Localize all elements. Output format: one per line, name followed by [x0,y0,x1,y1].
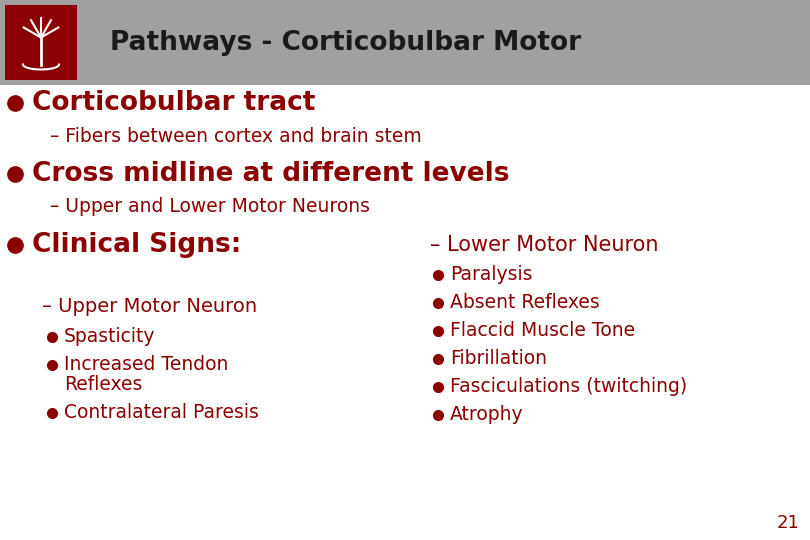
Text: Atrophy: Atrophy [450,406,523,424]
FancyBboxPatch shape [5,5,77,80]
Text: – Upper and Lower Motor Neurons: – Upper and Lower Motor Neurons [50,198,370,217]
Text: Paralysis: Paralysis [450,266,532,285]
Text: Spasticity: Spasticity [64,327,156,347]
Text: – Fibers between cortex and brain stem: – Fibers between cortex and brain stem [50,126,422,145]
Text: Pathways - Corticobulbar Motor: Pathways - Corticobulbar Motor [110,30,581,56]
Text: Flaccid Muscle Tone: Flaccid Muscle Tone [450,321,635,341]
Text: – Upper Motor Neuron: – Upper Motor Neuron [42,298,257,316]
FancyBboxPatch shape [0,0,810,85]
Text: Fasciculations (twitching): Fasciculations (twitching) [450,377,687,396]
Text: Absent Reflexes: Absent Reflexes [450,294,599,313]
Text: Corticobulbar tract: Corticobulbar tract [32,90,315,116]
Text: Increased Tendon: Increased Tendon [64,355,228,375]
Text: Fibrillation: Fibrillation [450,349,547,368]
Text: 21: 21 [777,514,800,532]
Text: – Lower Motor Neuron: – Lower Motor Neuron [430,235,659,255]
Text: Cross midline at different levels: Cross midline at different levels [32,161,509,187]
Text: Reflexes: Reflexes [64,375,143,395]
Text: Clinical Signs:: Clinical Signs: [32,232,241,258]
Text: Contralateral Paresis: Contralateral Paresis [64,403,259,422]
